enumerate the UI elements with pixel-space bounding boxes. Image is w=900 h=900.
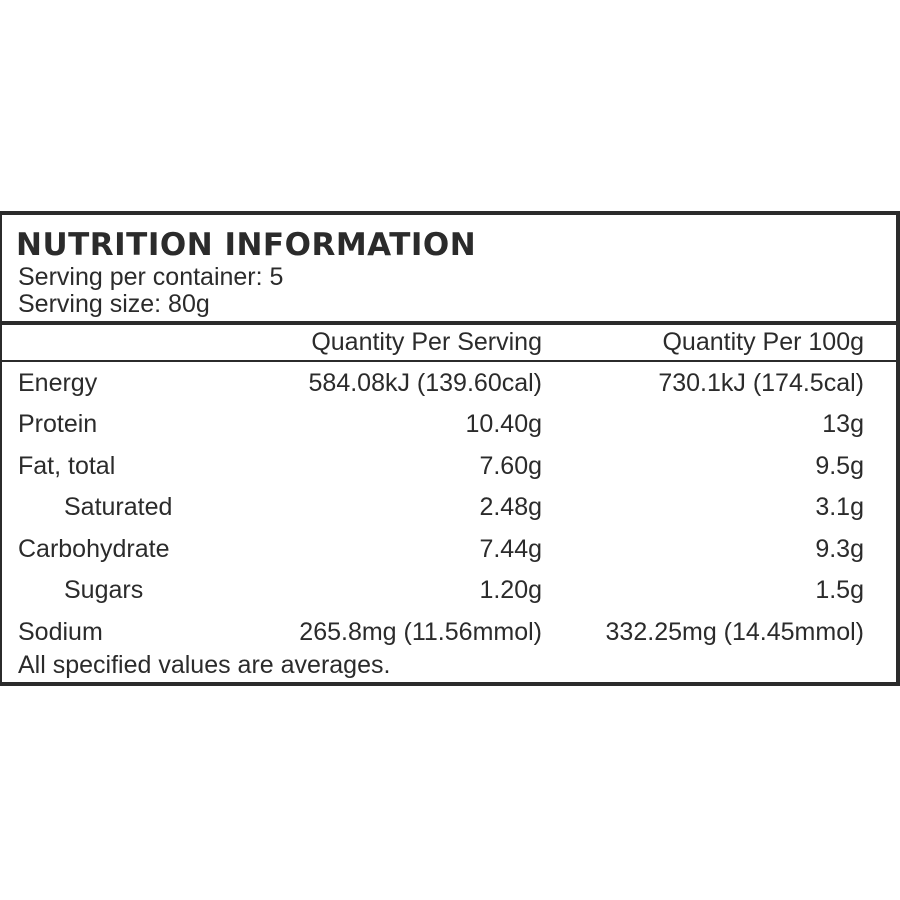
column-header-per-100g: Quantity Per 100g (662, 328, 864, 356)
per-serving-value: 1.20g (479, 576, 542, 604)
panel-header: NUTRITION INFORMATION Serving per contai… (2, 215, 896, 323)
per-100g-value: 3.1g (815, 493, 864, 521)
per-serving-value: 7.44g (479, 535, 542, 563)
row-label: Protein (18, 410, 98, 438)
per-serving-value: 7.60g (479, 452, 542, 480)
table-row: Energy 584.08kJ (139.60cal) 730.1kJ (174… (2, 362, 896, 404)
panel-title: NUTRITION INFORMATION (16, 227, 477, 263)
header-divider (2, 321, 896, 325)
table-row: Sugars 1.20g 1.5g (2, 569, 896, 611)
per-serving-value: 2.48g (479, 493, 542, 521)
row-label: Saturated (64, 493, 173, 521)
averages-note: All specified values are averages. (18, 651, 391, 679)
per-100g-value: 9.5g (815, 452, 864, 480)
nutrition-information-panel: NUTRITION INFORMATION Serving per contai… (0, 211, 900, 686)
table-row: Saturated 2.48g 3.1g (2, 486, 896, 528)
per-100g-value: 9.3g (815, 535, 864, 563)
table-row: Fat, total 7.60g 9.5g (2, 445, 896, 487)
servings-per-container: Serving per container: 5 (18, 263, 284, 291)
per-100g-value: 332.25mg (14.45mmol) (605, 618, 864, 646)
per-serving-value: 265.8mg (11.56mmol) (299, 618, 542, 646)
row-label: Energy (18, 369, 98, 397)
row-label: Sodium (18, 618, 103, 646)
column-header-per-serving: Quantity Per Serving (311, 328, 542, 356)
row-label: Sugars (64, 576, 144, 604)
per-100g-value: 730.1kJ (174.5cal) (658, 369, 864, 397)
per-100g-value: 13g (822, 410, 864, 438)
per-serving-value: 10.40g (465, 410, 542, 438)
row-label: Fat, total (18, 452, 116, 480)
per-100g-value: 1.5g (815, 576, 864, 604)
column-header-divider (2, 360, 896, 362)
serving-size: Serving size: 80g (18, 290, 210, 318)
table-row: Carbohydrate 7.44g 9.3g (2, 528, 896, 570)
per-serving-value: 584.08kJ (139.60cal) (308, 369, 542, 397)
table-row: Protein 10.40g 13g (2, 403, 896, 445)
row-label: Carbohydrate (18, 535, 170, 563)
table-row: Sodium 265.8mg (11.56mmol) 332.25mg (14.… (2, 611, 896, 653)
